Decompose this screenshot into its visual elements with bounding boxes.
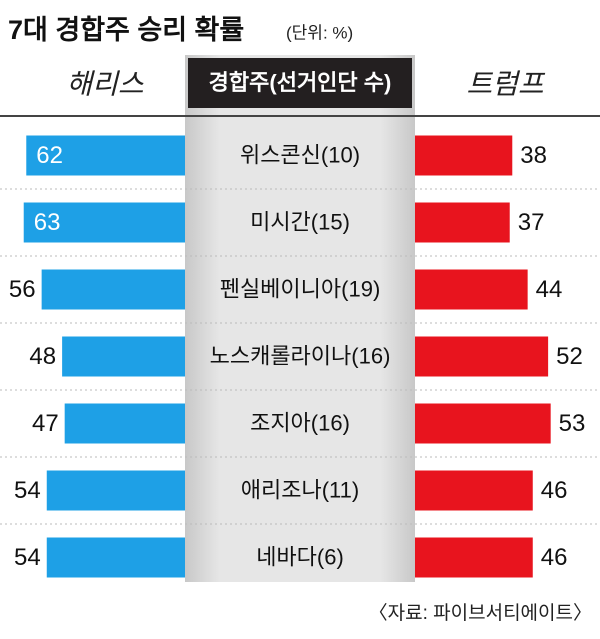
value-label-left: 54 <box>14 544 41 571</box>
category-header: 경합주(선거인단 수) <box>209 70 392 95</box>
category-label: 펜실베이니아(19) <box>220 276 381 301</box>
bar-left <box>64 403 185 444</box>
category-header-box <box>188 58 412 108</box>
bar-right <box>415 202 510 243</box>
legend-left: 해리스 <box>66 68 144 99</box>
category-label: 애리조나(11) <box>241 477 359 502</box>
value-label-left: 54 <box>14 477 41 504</box>
bar-left <box>41 269 185 310</box>
category-label: 네바다(6) <box>256 544 344 569</box>
category-label: 노스캐롤라이나(16) <box>210 343 391 368</box>
legend-right: 트럼프 <box>466 68 546 99</box>
value-label-left: 62 <box>36 142 63 169</box>
bar-left <box>23 202 185 243</box>
bar-left <box>62 336 186 377</box>
bar-right <box>415 537 533 578</box>
value-label-right: 37 <box>518 209 545 236</box>
value-label-left: 56 <box>9 276 36 303</box>
category-column <box>185 55 415 582</box>
value-label-left: 47 <box>32 410 59 437</box>
category-label: 미시간(15) <box>250 209 350 234</box>
bar-left <box>46 470 186 511</box>
value-label-left: 63 <box>34 209 61 236</box>
bar-left <box>26 135 186 176</box>
bar-right <box>415 269 528 310</box>
value-label-right: 46 <box>541 477 568 504</box>
value-label-right: 46 <box>541 544 568 571</box>
value-label-left: 48 <box>29 343 56 370</box>
value-label-right: 44 <box>536 276 563 303</box>
category-label: 위스콘신(10) <box>240 142 360 167</box>
bar-right <box>415 336 549 377</box>
category-label: 조지아(16) <box>250 410 350 435</box>
source: 〈자료: 파이브서티에이트〉 <box>369 602 592 624</box>
value-label-right: 53 <box>559 410 586 437</box>
chart-title: 7대 경합주 승리 확률 <box>8 15 244 45</box>
bar-left <box>46 537 186 578</box>
value-label-right: 52 <box>556 343 583 370</box>
bar-right <box>415 403 551 444</box>
bar-right <box>415 135 513 176</box>
value-label-right: 38 <box>520 142 547 169</box>
chart-subtitle: (단위: %) <box>286 23 353 42</box>
bar-right <box>415 470 533 511</box>
